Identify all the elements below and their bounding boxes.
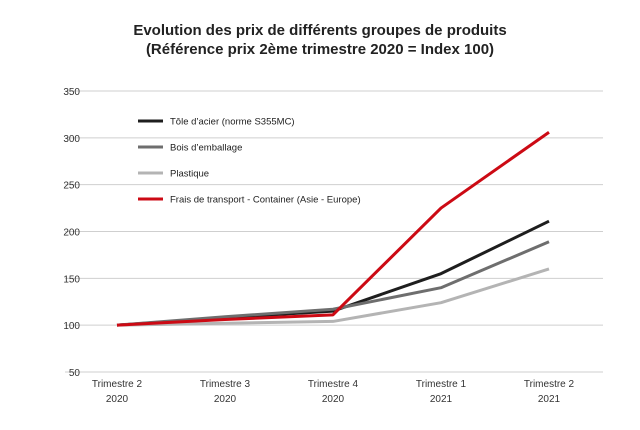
y-tick-label: 50 [69,368,81,379]
x-tick-label: 2021 [430,394,453,405]
x-tick-label: Trimestre 3 [200,379,251,390]
x-tick-label: Trimestre 2 [92,379,143,390]
chart-title: Evolution des prix de différents groupes… [133,22,506,39]
y-tick-label: 100 [63,321,80,332]
chart-subtitle: (Référence prix 2ème trimestre 2020 = In… [146,41,494,58]
x-tick-label: 2020 [214,394,237,405]
legend-label: Tôle d’acier (norme S355MC) [170,117,295,128]
series-line [116,130,550,327]
legend-label: Plastique [170,169,209,180]
x-tick-label: Trimestre 1 [416,379,467,390]
y-tick-label: 250 [63,181,80,192]
y-tick-label: 150 [63,274,80,285]
series-line [116,267,550,327]
legend-label: Frais de transport - Container (Asie - E… [170,195,361,206]
x-tick-label: Trimestre 4 [308,379,359,390]
legend-label: Bois d’emballage [170,143,242,154]
y-tick-label: 350 [63,87,80,98]
x-tick-label: 2021 [538,394,561,405]
x-tick-label: 2020 [322,394,345,405]
x-tick-label: 2020 [106,394,129,405]
y-tick-label: 200 [63,228,80,239]
y-tick-label: 300 [63,134,80,145]
x-tick-label: Trimestre 2 [524,379,575,390]
series-line [116,240,550,327]
